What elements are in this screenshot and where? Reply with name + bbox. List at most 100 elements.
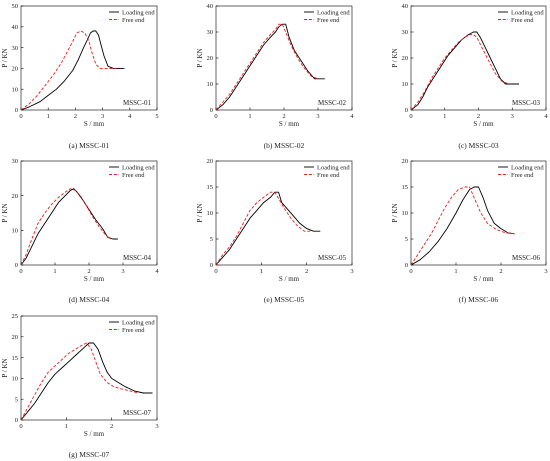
x-tick-label: 1 [454, 268, 457, 275]
x-tick-label: 0 [214, 268, 217, 275]
legend-label: Loading end [122, 319, 155, 326]
panel-caption: (a) MSSC-01 [69, 141, 109, 150]
x-axis-label: S / mm [84, 275, 105, 283]
y-tick-label: 10 [207, 81, 214, 88]
panel-caption: (d) MSSC-04 [69, 295, 110, 304]
y-axis-label: P / KN [196, 203, 204, 222]
y-tick-label: 20 [207, 55, 214, 62]
y-tick-label: 40 [207, 3, 214, 10]
x-axis-label: S / mm [84, 120, 105, 128]
y-tick-label: 10 [12, 86, 19, 93]
x-tick-label: 0 [19, 268, 22, 275]
y-tick-label: 0 [15, 107, 18, 114]
y-tick-label: 20 [12, 334, 19, 341]
series-line-free-end [215, 191, 312, 266]
series-line-loading-end [20, 342, 153, 421]
y-tick-label: 25 [12, 313, 19, 320]
series-line-free-end [20, 30, 117, 111]
series-line-loading-end [410, 186, 515, 266]
panel-specimen-label: MSSC-02 [318, 99, 347, 107]
chart-panel-7: 0 1 2 3 0 5 10 15 20 25 S / mm P / KN Loading endFre… [1, 313, 159, 459]
x-tick-label: 4 [350, 113, 354, 120]
plot-frame [20, 5, 158, 111]
series-line-free-end [20, 342, 140, 421]
series-line-loading-end [215, 191, 321, 266]
panel-caption: (f) MSSC-06 [459, 295, 499, 304]
y-tick-label: 15 [207, 184, 214, 191]
panel-caption: (e) MSSC-05 [264, 295, 304, 304]
legend-label: Loading end [122, 9, 155, 16]
y-tick-label: 20 [207, 158, 214, 165]
y-axis-label: P / KN [391, 48, 399, 67]
x-tick-label: 2 [74, 113, 77, 120]
x-tick-label: 3 [155, 423, 158, 430]
y-tick-label: 20 [402, 158, 409, 165]
series-line-loading-end [215, 23, 325, 111]
y-tick-label: 5 [15, 396, 18, 403]
x-tick-label: 1 [248, 113, 251, 120]
x-tick-label: 4 [155, 268, 159, 275]
x-tick-label: 3 [101, 113, 104, 120]
panel-caption: (c) MSSC-03 [458, 141, 498, 150]
plot-frame [20, 315, 158, 421]
y-tick-label: 5 [405, 236, 408, 243]
y-tick-label: 10 [12, 376, 19, 383]
x-axis-label: S / mm [473, 275, 494, 283]
y-tick-label: 0 [405, 107, 408, 114]
x-tick-label: 0 [409, 268, 412, 275]
x-tick-label: 5 [155, 113, 158, 120]
y-tick-label: 0 [210, 107, 213, 114]
legend-label: Free end [317, 17, 340, 24]
y-tick-label: 0 [405, 262, 408, 269]
legend-label: Free end [122, 172, 145, 179]
x-axis-label: S / mm [473, 120, 494, 128]
series-line-loading-end [20, 30, 125, 111]
x-tick-label: 1 [53, 268, 56, 275]
y-tick-label: 0 [15, 417, 18, 424]
x-tick-label: 4 [544, 113, 548, 120]
panel-caption: (b) MSSC-02 [264, 141, 305, 150]
legend-label: Free end [122, 327, 145, 334]
y-tick-label: 10 [402, 81, 409, 88]
legend-label: Free end [122, 17, 145, 24]
panel-caption: (g) MSSC-07 [69, 450, 110, 459]
x-tick-label: 0 [214, 113, 217, 120]
legend-label: Loading end [511, 164, 544, 171]
x-tick-label: 1 [443, 113, 446, 120]
chart-panel-6: 0 1 2 3 0 5 10 15 20 S / mm P / KN Loading endFree … [391, 158, 548, 304]
y-tick-label: 30 [12, 158, 19, 165]
y-tick-label: 10 [402, 210, 409, 217]
legend-label: Free end [511, 17, 534, 24]
chart-panel-5: 0 1 2 3 0 5 10 15 20 S / mm P / KN Loading endFree … [196, 158, 354, 304]
y-tick-label: 20 [12, 193, 19, 200]
panel-specimen-label: MSSC-05 [318, 254, 347, 262]
x-tick-label: 0 [409, 113, 412, 120]
legend-label: Free end [511, 172, 534, 179]
y-tick-label: 0 [210, 262, 213, 269]
x-tick-label: 3 [316, 113, 319, 120]
series-line-free-end [20, 188, 112, 266]
x-tick-label: 0 [19, 113, 22, 120]
x-tick-label: 3 [350, 268, 353, 275]
panel-specimen-label: MSSC-07 [123, 409, 152, 417]
panel-specimen-label: MSSC-06 [512, 254, 541, 262]
legend-label: Loading end [511, 9, 544, 16]
legend-label: Loading end [317, 9, 350, 16]
x-tick-label: 1 [65, 423, 68, 430]
x-tick-label: 2 [110, 423, 113, 430]
y-tick-label: 20 [12, 66, 19, 73]
x-axis-label: S / mm [279, 120, 300, 128]
x-axis-label: S / mm [279, 275, 300, 283]
x-tick-label: 1 [47, 113, 50, 120]
series-line-loading-end [410, 31, 519, 111]
series-line-free-end [410, 34, 510, 111]
legend-label: Free end [317, 172, 340, 179]
panel-specimen-label: MSSC-04 [123, 254, 152, 262]
y-tick-label: 40 [12, 24, 19, 31]
x-tick-label: 2 [499, 268, 502, 275]
x-tick-label: 3 [121, 268, 124, 275]
